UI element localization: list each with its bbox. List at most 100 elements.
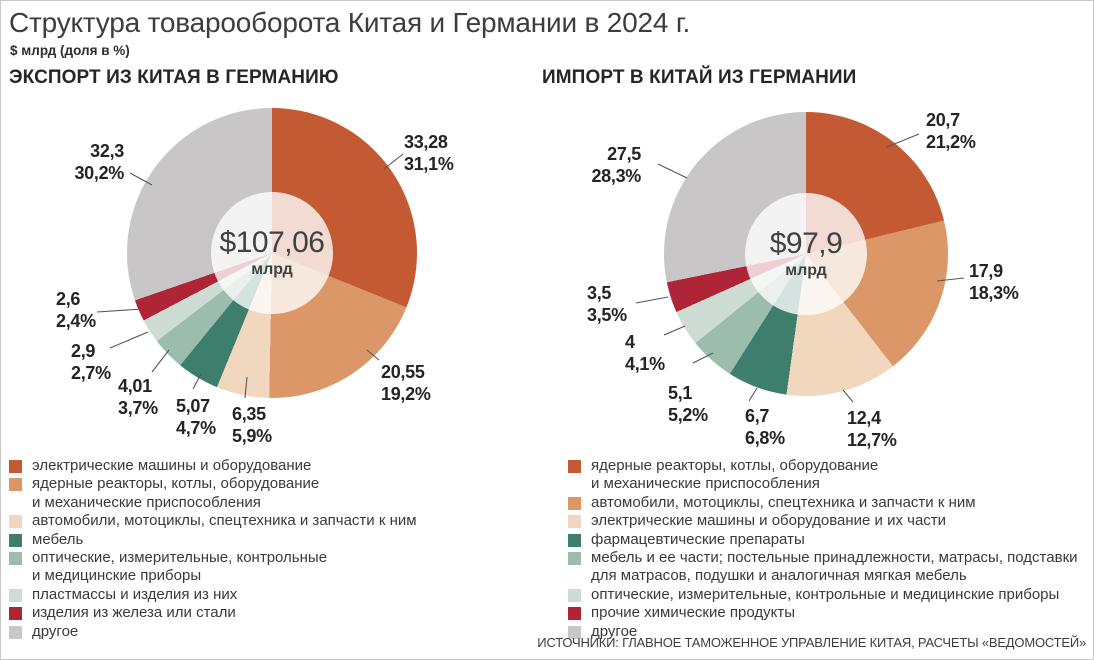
legend-swatch-icon bbox=[9, 607, 22, 621]
slice-value: 33,28 bbox=[404, 132, 448, 152]
slice-share: 6,8% bbox=[745, 428, 785, 448]
slice-label-import-3: 6,7 6,8% bbox=[745, 405, 785, 449]
legend-swatch-icon bbox=[9, 588, 22, 602]
leader-line bbox=[109, 331, 149, 349]
slice-share: 30,2% bbox=[74, 163, 124, 183]
slice-share: 18,3% bbox=[969, 283, 1019, 303]
legend-label: электрические машины и оборудование bbox=[32, 457, 312, 474]
legend-label: пластмассы и изделия из них bbox=[32, 585, 238, 603]
legend-item: ядерные реакторы, котлы, оборудование и … bbox=[568, 457, 1093, 494]
legend-item: мебель и ее части; постельные принадлежн… bbox=[568, 549, 1093, 586]
legend-item: электрические машины и оборудование bbox=[9, 457, 479, 475]
slice-label-export-6: 2,6 2,4% bbox=[56, 288, 96, 332]
legend-label: другое bbox=[591, 622, 638, 640]
legend-label: мебель bbox=[32, 530, 84, 548]
slice-label-export-5: 2,9 2,7% bbox=[71, 340, 111, 384]
slice-value: 17,9 bbox=[969, 261, 1003, 281]
legend-swatch-icon bbox=[9, 533, 22, 547]
total-unit-import: млрд bbox=[785, 262, 827, 279]
slice-label-import-0: 20,7 21,2% bbox=[926, 109, 976, 153]
legend-label: ядерные реакторы, котлы, оборудование и … bbox=[32, 475, 320, 511]
legend-item: мебель bbox=[9, 531, 479, 549]
slice-value: 5,1 bbox=[668, 383, 693, 403]
legend-import: ядерные реакторы, котлы, оборудование и … bbox=[568, 457, 1093, 641]
slice-value: 2,6 bbox=[56, 289, 81, 309]
slice-label-export-2: 6,35 5,9% bbox=[232, 403, 272, 447]
total-unit-export: млрд bbox=[251, 261, 293, 278]
legend-swatch-icon bbox=[568, 496, 581, 510]
legend-swatch-icon bbox=[568, 625, 581, 639]
legend-swatch-icon bbox=[9, 460, 22, 473]
slice-share: 5,2% bbox=[668, 405, 708, 425]
legend-label: автомобили, мотоциклы, спецтехника и зап… bbox=[32, 512, 417, 530]
slice-label-export-4: 4,01 3,7% bbox=[118, 375, 158, 419]
slice-value: 5,07 bbox=[176, 396, 210, 416]
slice-label-export-3: 5,07 4,7% bbox=[176, 395, 216, 439]
legend-swatch-icon bbox=[9, 625, 22, 639]
units-note: $ млрд (доля в %) bbox=[10, 43, 130, 58]
legend-item: оптические, измерительные, контрольные и… bbox=[9, 549, 479, 586]
legend-swatch-icon bbox=[568, 515, 581, 529]
legend-item: автомобили, мотоциклы, спецтехника и зап… bbox=[568, 494, 1093, 512]
slice-label-import-6: 3,5 3,5% bbox=[587, 282, 627, 326]
legend-item: пластмассы и изделия из них bbox=[9, 586, 479, 604]
leader-line bbox=[842, 389, 854, 403]
chart-title-export: ЭКСПОРТ ИЗ КИТАЯ В ГЕРМАНИЮ bbox=[9, 67, 339, 88]
legend-label: фармацевтические препараты bbox=[591, 530, 805, 548]
slice-value: 3,5 bbox=[587, 283, 612, 303]
legend-item: ядерные реакторы, котлы, оборудование и … bbox=[9, 475, 479, 512]
slice-label-import-7: 27,5 28,3% bbox=[591, 143, 641, 187]
slice-share: 12,7% bbox=[847, 430, 897, 450]
slice-share: 3,7% bbox=[118, 398, 158, 418]
slice-value: 12,4 bbox=[847, 408, 881, 428]
slice-value: 27,5 bbox=[607, 144, 641, 164]
slice-label-import-1: 17,9 18,3% bbox=[969, 260, 1019, 304]
legend-item: другое bbox=[568, 623, 1093, 641]
slice-share: 21,2% bbox=[926, 132, 976, 152]
leader-line bbox=[663, 325, 686, 336]
slice-value: 20,55 bbox=[381, 362, 425, 382]
legend-label: оптические, измерительные, контрольные и… bbox=[591, 585, 1060, 603]
legend-item: прочие химические продукты bbox=[568, 604, 1093, 622]
slice-value: 32,3 bbox=[90, 141, 124, 161]
slice-share: 3,5% bbox=[587, 305, 627, 325]
slice-label-export-0: 33,28 31,1% bbox=[404, 131, 454, 175]
leader-line bbox=[635, 296, 669, 304]
legend-item: фармацевтические препараты bbox=[568, 531, 1093, 549]
slice-value: 4 bbox=[625, 332, 635, 352]
legend-export: электрические машины и оборудование ядер… bbox=[9, 457, 479, 641]
legend-label: автомобили, мотоциклы, спецтехника и зап… bbox=[591, 493, 976, 511]
slice-label-import-5: 4 4,1% bbox=[625, 331, 665, 375]
slice-value: 6,7 bbox=[745, 406, 770, 426]
total-value-export: $107,06 bbox=[219, 226, 325, 259]
slice-value: 4,01 bbox=[118, 376, 152, 396]
legend-swatch-icon bbox=[568, 533, 581, 547]
leader-line bbox=[748, 387, 758, 402]
legend-label: электрические машины и оборудование и их… bbox=[591, 512, 947, 530]
legend-swatch-icon bbox=[568, 460, 581, 473]
slice-label-export-1: 20,55 19,2% bbox=[381, 361, 431, 405]
slice-share: 28,3% bbox=[591, 166, 641, 186]
slice-value: 6,35 bbox=[232, 404, 266, 424]
leader-line bbox=[657, 163, 688, 179]
slice-share: 2,4% bbox=[56, 311, 96, 331]
legend-label: прочие химические продукты bbox=[591, 604, 795, 622]
legend-item: электрические машины и оборудование и их… bbox=[568, 512, 1093, 530]
legend-swatch-icon bbox=[9, 552, 22, 566]
source-note: ИСТОЧНИКИ: ГЛАВНОЕ ТАМОЖЕННОЕ УПРАВЛЕНИЕ… bbox=[537, 635, 1086, 650]
slice-value: 2,9 bbox=[71, 341, 96, 361]
slice-value: 20,7 bbox=[926, 110, 960, 130]
legend-item: другое bbox=[9, 623, 479, 641]
legend-label: оптические, измерительные, контрольные и… bbox=[32, 549, 328, 585]
legend-label: другое bbox=[32, 622, 79, 640]
donut-center-import: $97,9 млрд bbox=[745, 193, 867, 315]
legend-item: автомобили, мотоциклы, спецтехника и зап… bbox=[9, 512, 479, 530]
slice-share: 2,7% bbox=[71, 363, 111, 383]
chart-title-import: ИМПОРТ В КИТАЙ ИЗ ГЕРМАНИИ bbox=[542, 67, 857, 88]
legend-item: изделия из железа или стали bbox=[9, 604, 479, 622]
legend-swatch-icon bbox=[568, 588, 581, 602]
total-value-import: $97,9 bbox=[769, 227, 843, 260]
legend-label: ядерные реакторы, котлы, оборудование и … bbox=[591, 457, 879, 493]
legend-label: мебель и ее части; постельные принадлежн… bbox=[591, 549, 1078, 585]
